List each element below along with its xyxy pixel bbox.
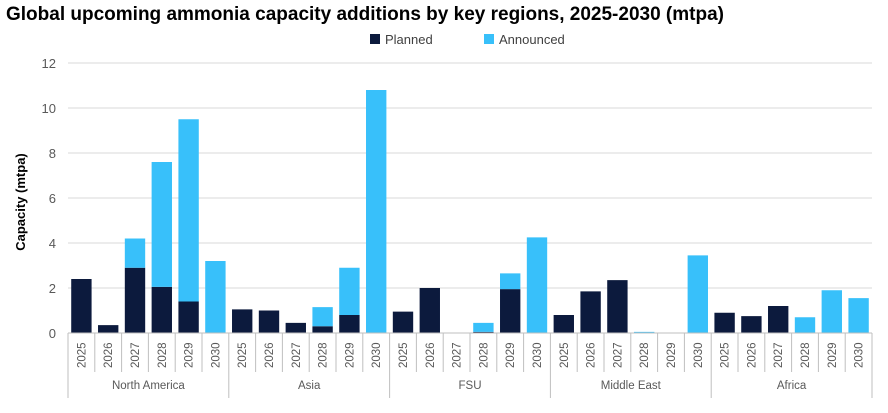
bar-announced	[366, 90, 387, 333]
bar-planned	[741, 316, 762, 333]
bar-announced	[687, 255, 708, 333]
bar-planned	[500, 289, 521, 333]
y-axis-label: Capacity (mtpa)	[13, 153, 28, 251]
bar-planned	[714, 312, 735, 333]
bar-planned	[392, 311, 414, 333]
y-tick-label: 0	[49, 326, 56, 341]
x-tick-label: 2026	[264, 342, 276, 368]
bar-announced	[526, 237, 548, 333]
bar-announced	[473, 322, 494, 332]
x-tick-label: 2026	[586, 342, 598, 368]
x-tick-label: 2025	[76, 342, 88, 368]
x-tick-label: 2030	[854, 342, 866, 368]
bar-planned	[339, 315, 360, 333]
x-tick-label: 2030	[371, 342, 383, 368]
bar-planned	[232, 309, 253, 333]
x-tick-label: 2030	[693, 342, 705, 368]
x-tick-label: 2025	[720, 342, 732, 368]
x-tick-label: 2028	[478, 342, 490, 368]
bar-announced	[794, 317, 816, 333]
x-tick-label: 2026	[746, 342, 758, 368]
legend-label-planned: Planned	[385, 32, 433, 47]
group-label: North America	[112, 380, 185, 392]
x-tick-label: 2030	[210, 342, 222, 368]
bar-planned	[580, 291, 601, 333]
y-tick-label: 2	[49, 281, 56, 296]
bar-planned	[312, 326, 333, 333]
bar-announced	[124, 238, 146, 268]
x-tick-label: 2028	[318, 342, 330, 368]
bar-planned	[607, 280, 628, 333]
legend-label-announced: Announced	[499, 32, 565, 47]
group-label: FSU	[459, 380, 482, 392]
x-tick-label: 2028	[800, 342, 812, 368]
chart-title: Global upcoming ammonia capacity additio…	[6, 4, 724, 25]
x-tick-label: 2029	[827, 342, 839, 368]
bar-announced	[821, 290, 842, 333]
x-tick-label: 2029	[505, 342, 517, 368]
y-tick-label: 10	[42, 101, 56, 116]
group-label: Africa	[777, 380, 807, 392]
x-tick-label: 2025	[559, 342, 571, 368]
bar-planned	[553, 315, 574, 333]
x-tick-label: 2026	[425, 342, 437, 368]
y-tick-label: 4	[49, 236, 56, 251]
x-tick-label: 2029	[344, 342, 356, 368]
bar-planned	[124, 267, 146, 333]
bar-planned	[285, 322, 306, 333]
x-tick-label: 2029	[184, 342, 196, 368]
x-tick-label: 2027	[612, 342, 624, 368]
bar-announced	[848, 298, 869, 333]
y-tick-label: 6	[49, 191, 56, 206]
bar-planned	[151, 286, 172, 333]
bar-planned	[98, 325, 119, 333]
bar-planned	[768, 306, 789, 333]
x-tick-label: 2028	[157, 342, 169, 368]
bar-announced	[178, 119, 199, 302]
x-tick-label: 2027	[773, 342, 785, 368]
bar-announced	[339, 267, 360, 315]
y-tick-label: 12	[42, 56, 56, 71]
bar-announced	[151, 162, 172, 287]
x-tick-label: 2028	[639, 342, 651, 368]
x-tick-label: 2025	[398, 342, 410, 368]
x-tick-label: 2027	[291, 342, 303, 368]
legend-swatch-announced	[484, 34, 494, 44]
bar-planned	[473, 331, 494, 333]
group-label: Middle East	[601, 380, 662, 392]
x-tick-label: 2026	[103, 342, 115, 368]
bar-announced	[500, 273, 521, 290]
x-tick-label: 2025	[237, 342, 249, 368]
bar-planned	[178, 301, 199, 333]
bar-announced	[205, 261, 226, 333]
x-tick-label: 2029	[666, 342, 678, 368]
x-tick-label: 2027	[130, 342, 142, 368]
y-tick-label: 8	[49, 146, 56, 161]
bar-announced	[634, 331, 655, 333]
bar-announced	[312, 307, 333, 327]
bar-planned	[419, 288, 440, 333]
bar-planned	[258, 310, 280, 333]
bar-planned	[71, 279, 92, 333]
x-tick-label: 2027	[452, 342, 464, 368]
x-tick-label: 2030	[532, 342, 544, 368]
group-label: Asia	[298, 380, 321, 392]
legend-swatch-planned	[370, 34, 380, 44]
